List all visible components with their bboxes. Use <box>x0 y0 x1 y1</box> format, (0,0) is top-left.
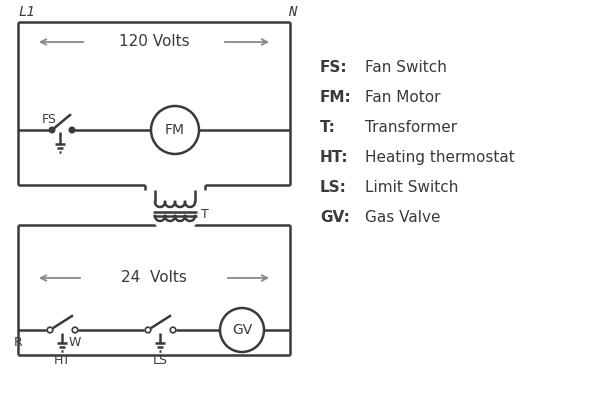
Text: Transformer: Transformer <box>365 120 457 135</box>
Text: Limit Switch: Limit Switch <box>365 180 458 195</box>
Text: 120 Volts: 120 Volts <box>119 34 189 50</box>
Text: Fan Motor: Fan Motor <box>365 90 441 105</box>
Text: W: W <box>69 336 81 349</box>
Circle shape <box>69 127 75 133</box>
Text: N: N <box>288 5 296 19</box>
Text: GV: GV <box>232 323 252 337</box>
Text: Gas Valve: Gas Valve <box>365 210 441 225</box>
Text: FS: FS <box>42 113 57 126</box>
Text: R: R <box>14 336 22 349</box>
Text: T: T <box>201 208 209 220</box>
Text: L1: L1 <box>18 5 35 19</box>
Circle shape <box>72 327 78 333</box>
Text: FS:: FS: <box>320 60 348 75</box>
Text: Heating thermostat: Heating thermostat <box>365 150 514 165</box>
Text: FM: FM <box>165 123 185 137</box>
Text: LS:: LS: <box>320 180 347 195</box>
Text: FM:: FM: <box>320 90 352 105</box>
Circle shape <box>170 327 176 333</box>
Text: LS: LS <box>152 354 168 367</box>
Text: GV:: GV: <box>320 210 350 225</box>
Text: 24  Volts: 24 Volts <box>121 270 187 286</box>
Text: Fan Switch: Fan Switch <box>365 60 447 75</box>
Circle shape <box>145 327 151 333</box>
Text: T:: T: <box>320 120 336 135</box>
Text: HT:: HT: <box>320 150 349 165</box>
Text: HT: HT <box>54 354 71 367</box>
Circle shape <box>47 327 53 333</box>
Circle shape <box>49 127 55 133</box>
